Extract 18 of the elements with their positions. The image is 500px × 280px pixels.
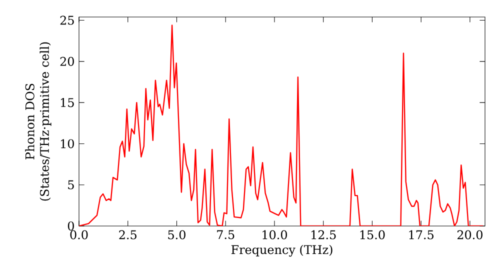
y-tick-label: 25 xyxy=(60,16,74,25)
x-tick-label: 20.0 xyxy=(457,230,482,240)
x-tick-label: 5.0 xyxy=(168,230,186,240)
y-tick-label: 0 xyxy=(68,221,74,231)
x-tick-label: 15.0 xyxy=(360,230,385,240)
x-tick-label: 12.5 xyxy=(311,230,336,240)
y-tick-label: 20 xyxy=(60,56,74,66)
y-tick-label: 10 xyxy=(60,139,74,148)
x-tick-label: 2.5 xyxy=(119,230,136,240)
x-tick-label: 10.0 xyxy=(262,230,287,240)
y-axis-title: Phonon DOS (States/THz·primitive cell) xyxy=(25,42,52,201)
y-tick-label: 5 xyxy=(68,180,74,190)
x-tick-label: 17.5 xyxy=(409,230,434,240)
line-series xyxy=(79,24,484,226)
x-tick-label: 7.5 xyxy=(217,230,234,240)
x-tick-label: 0.0 xyxy=(70,230,88,240)
y-tick-label: 15 xyxy=(60,98,74,108)
x-axis-title: Frequency (THz) xyxy=(231,244,332,257)
